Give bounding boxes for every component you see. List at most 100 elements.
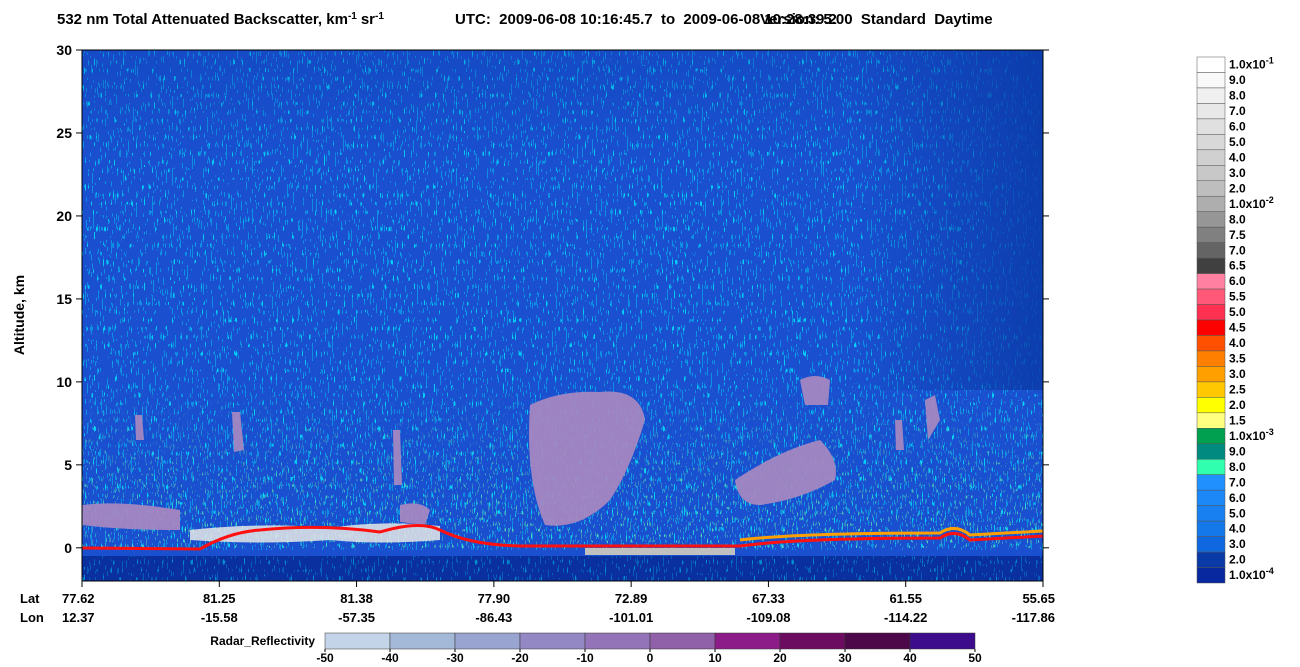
colorbar-box [1196, 242, 1226, 259]
radar-tick-label: -30 [446, 651, 464, 665]
colorbar-label-exp: -2 [1266, 195, 1274, 205]
y-tick-label: 20 [56, 208, 72, 224]
colorbar-box [1196, 165, 1226, 182]
radar-box [389, 632, 456, 650]
colorbar-label-exp: -4 [1266, 566, 1274, 576]
radar-box [649, 632, 716, 650]
colorbar-label: 1.0x10-2 [1229, 195, 1274, 211]
colorbar-label-base: 1.0x10 [1229, 58, 1266, 72]
colorbar-label: 2.0 [1229, 181, 1246, 195]
colorbar-box [1196, 350, 1226, 367]
colorbar-box [1196, 211, 1226, 228]
colorbar-label-exp: -1 [1266, 56, 1274, 66]
colorbar-label: 1.0x10-3 [1229, 427, 1274, 443]
colorbar-box [1196, 149, 1226, 166]
colorbar-box [1196, 366, 1226, 383]
colorbar-box [1196, 195, 1226, 212]
radar-box [324, 632, 391, 650]
lon-label: -109.08 [746, 610, 790, 625]
radar-box [779, 632, 846, 650]
colorbar-label: 6.0 [1229, 274, 1246, 288]
y-tick-label: 15 [56, 291, 72, 307]
colorbar-box [1196, 443, 1226, 460]
colorbar-label: 5.0 [1229, 135, 1246, 149]
radar-label: Radar_Reflectivity [210, 634, 315, 648]
y-tick-label: 5 [64, 457, 72, 473]
title-text: UTC: 2009-06-08 10:16:45.7 to 2009-06-08… [455, 11, 837, 28]
colorbar-box [1196, 56, 1226, 73]
radar-tick-label: 20 [773, 651, 787, 665]
colorbar-label: 3.0 [1229, 166, 1246, 180]
x-row-label: Lat [20, 591, 40, 606]
colorbar-label: 5.0 [1229, 506, 1246, 520]
colorbar-label: 1.5 [1229, 413, 1246, 427]
colorbar-label: 2.0 [1229, 398, 1246, 412]
radar-tick-label: 50 [968, 651, 982, 665]
colorbar-box [1196, 304, 1226, 321]
colorbar-label: 9.0 [1229, 73, 1246, 87]
curtain-image [82, 50, 1043, 581]
colorbar-label: 3.0 [1229, 537, 1246, 551]
lat-label: 77.90 [478, 591, 511, 606]
colorbar-box [1196, 505, 1226, 522]
lon-label: -114.22 [884, 610, 927, 625]
colorbar-label-exp: -3 [1266, 427, 1274, 437]
colorbar-box [1196, 72, 1226, 89]
lon-label: -101.01 [609, 610, 653, 625]
radar-tick-label: 30 [838, 651, 852, 665]
lat-label: 72.89 [615, 591, 648, 606]
lon-label: -57.35 [338, 610, 375, 625]
colorbar-box [1196, 288, 1226, 305]
y-axis-label: Altitude, km [11, 275, 27, 355]
colorbar-label: 4.5 [1229, 321, 1246, 335]
y-tick-label: 25 [56, 125, 72, 141]
colorbar-label: 6.0 [1229, 119, 1246, 133]
colorbar-label: 7.0 [1229, 475, 1246, 489]
colorbar-box [1196, 103, 1226, 120]
plot-frame [81, 49, 1044, 582]
colorbar-box [1196, 567, 1226, 584]
lon-label: -15.58 [201, 610, 238, 625]
radar-tick-label: -20 [511, 651, 529, 665]
colorbar-box [1196, 87, 1226, 104]
colorbar-box [1196, 319, 1226, 336]
radar-tick-label: 10 [708, 651, 722, 665]
radar-box [909, 632, 976, 650]
lon-label: -86.43 [475, 610, 512, 625]
colorbar-label: 9.0 [1229, 444, 1246, 458]
lat-label: 77.62 [62, 591, 95, 606]
colorbar-label: 7.0 [1229, 104, 1246, 118]
radar-box [844, 632, 911, 650]
radar-tick-label: 0 [647, 651, 654, 665]
lat-label: 55.65 [1022, 591, 1055, 606]
radar-tick-label: -50 [316, 651, 334, 665]
lat-label: 81.25 [203, 591, 236, 606]
lon-label: 12.37 [62, 610, 95, 625]
colorbar-box [1196, 474, 1226, 491]
colorbar-box [1196, 180, 1226, 197]
colorbar-box [1196, 520, 1226, 537]
colorbar-box [1196, 118, 1226, 135]
colorbar-label: 3.5 [1229, 352, 1246, 366]
colorbar-label: 6.5 [1229, 259, 1246, 273]
colorbar-label: 5.5 [1229, 290, 1246, 304]
colorbar-label: 2.5 [1229, 382, 1246, 396]
colorbar-label: 1.0x10-4 [1229, 566, 1274, 582]
colorbar-box [1196, 257, 1226, 274]
title-text: sr [361, 11, 375, 28]
colorbar-box [1196, 489, 1226, 506]
radar-box [714, 632, 781, 650]
lat-label: 61.55 [889, 591, 922, 606]
radar-box [519, 632, 586, 650]
colorbar-label-base: 1.0x10 [1229, 568, 1266, 582]
chart-title: 532 nm Total Attenuated Backscatter, km-… [57, 11, 993, 29]
colorbar-label: 8.0 [1229, 89, 1246, 103]
y-tick-label: 10 [56, 374, 72, 390]
colorbar-label: 5.0 [1229, 305, 1246, 319]
colorbar-box [1196, 412, 1226, 429]
colorbar-box [1196, 397, 1226, 414]
colorbar-label: 4.0 [1229, 522, 1246, 536]
colorbar-label: 8.0 [1229, 212, 1246, 226]
colorbar-label: 7.5 [1229, 228, 1246, 242]
colorbar-label-base: 1.0x10 [1229, 429, 1266, 443]
